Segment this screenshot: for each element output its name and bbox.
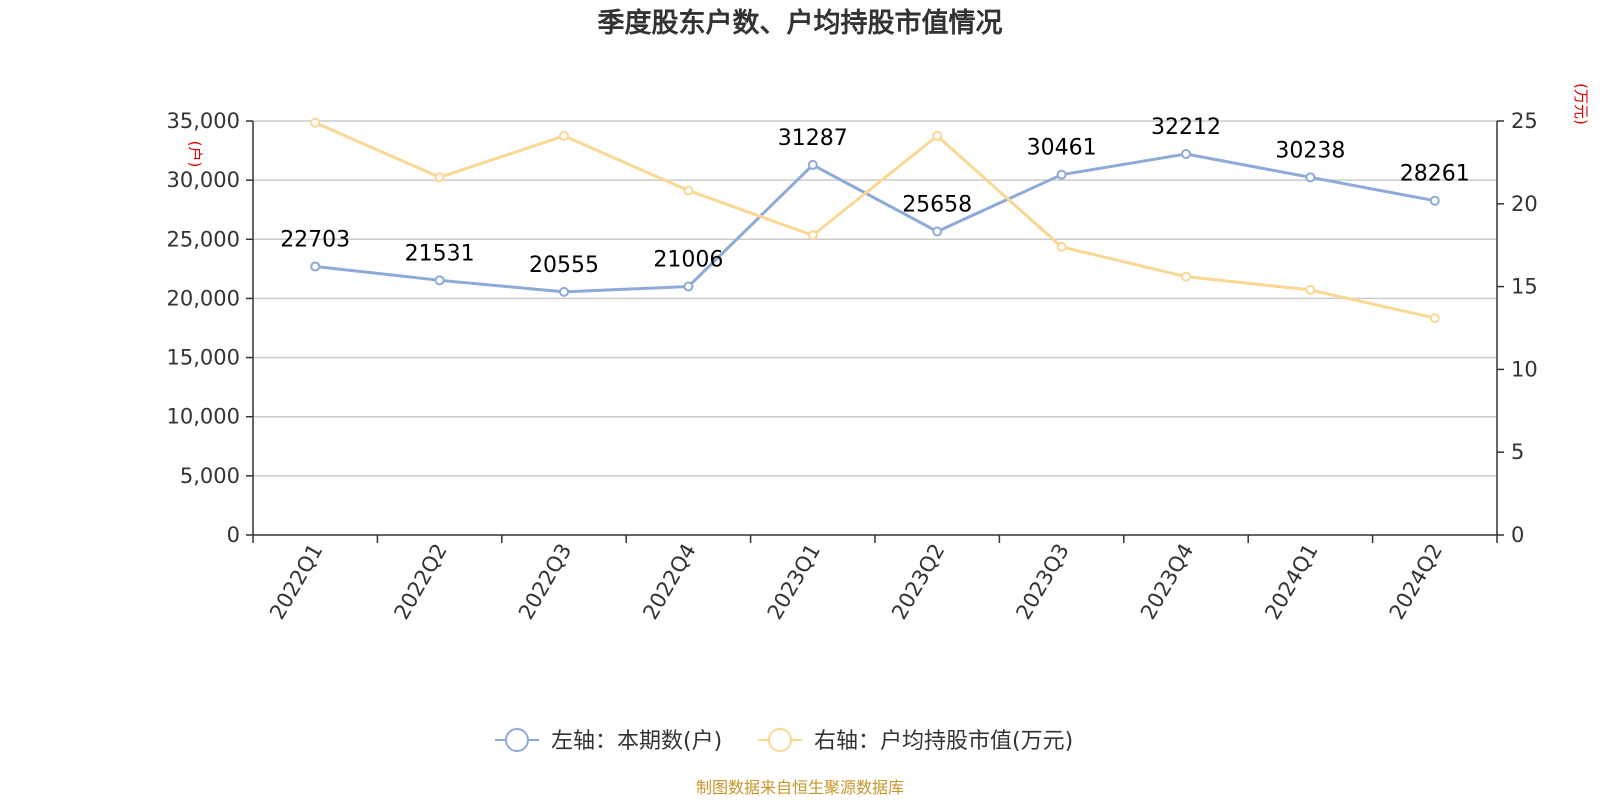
series-point-0[interactable]	[559, 286, 569, 297]
x-tick-label: 2023Q3	[1011, 540, 1073, 624]
series-point-1[interactable]	[807, 230, 818, 241]
series-point-0[interactable]	[1181, 148, 1191, 159]
series-point-1[interactable]	[559, 130, 569, 141]
legend-marker-households	[505, 728, 529, 752]
data-label: 31287	[778, 126, 848, 151]
data-label: 28261	[1400, 162, 1470, 187]
series-point-1[interactable]	[310, 117, 321, 128]
data-label: 21006	[653, 248, 723, 273]
legend-label-households: 左轴：本期数(户)	[551, 729, 722, 754]
data-label: 25658	[902, 193, 972, 218]
right-axis-ticks: 0 5 10 15 20 25	[1497, 109, 1538, 547]
series-point-1[interactable]	[1429, 313, 1440, 324]
axes	[252, 121, 1498, 536]
right-tick-label: 20	[1511, 192, 1538, 216]
x-axis-ticks: 2022Q1 2022Q2 2022Q3 2022Q4 2023Q1 2023Q2 2023…	[252, 535, 1498, 624]
x-tick-label: 2022Q4	[638, 540, 700, 624]
legend-item-households[interactable]: 左轴：本期数(户)	[495, 728, 722, 754]
series-point-1[interactable]	[1305, 284, 1316, 295]
series-point-1[interactable]	[1181, 271, 1191, 282]
series-point-0[interactable]	[310, 261, 321, 272]
series-line-1	[314, 121, 1436, 320]
legend[interactable]: 左轴：本期数(户) 右轴：户均持股市值(万元)	[495, 728, 1073, 754]
x-tick-label: 2024Q2	[1385, 540, 1447, 624]
legend-label-market-value: 右轴：户均持股市值(万元)	[814, 729, 1073, 754]
series-line-0	[315, 152, 1436, 294]
x-tick-label: 2022Q2	[389, 540, 451, 624]
left-tick-label: 5,000	[180, 464, 240, 488]
data-label: 32212	[1151, 115, 1221, 140]
data-labels: 22703 21531 20555 21006 31287 25658 30461 32212…	[280, 115, 1470, 278]
x-tick-label: 2023Q4	[1136, 540, 1198, 624]
x-tick-label: 2024Q1	[1260, 540, 1322, 624]
series-point-0[interactable]	[434, 275, 445, 286]
x-tick-label: 2022Q3	[514, 540, 576, 624]
series-point-1[interactable]	[932, 130, 943, 141]
series-point-0[interactable]	[1305, 172, 1316, 183]
series-point-0[interactable]	[683, 281, 694, 292]
right-tick-label: 10	[1511, 357, 1538, 381]
data-label: 22703	[280, 227, 350, 252]
left-tick-label: 20,000	[167, 286, 240, 310]
left-axis-ticks: 0 5,000 10,000 15,000 20,000 25,000 30,000 35,0…	[167, 109, 253, 547]
left-tick-label: 15,000	[167, 346, 240, 370]
legend-item-market-value[interactable]: 右轴：户均持股市值(万元)	[758, 728, 1073, 754]
chart-title: 季度股东户数、户均持股市值情况	[598, 7, 1003, 39]
right-tick-label: 15	[1511, 275, 1538, 299]
data-label: 21531	[405, 241, 475, 266]
legend-marker-market-value	[768, 728, 792, 752]
data-label: 30461	[1027, 136, 1097, 161]
right-tick-label: 25	[1511, 109, 1538, 133]
left-tick-label: 10,000	[167, 405, 240, 429]
source-note: 制图数据来自恒生聚源数据库	[696, 778, 904, 797]
left-tick-label: 35,000	[167, 109, 240, 133]
left-tick-label: 30,000	[167, 168, 240, 192]
data-label: 30238	[1275, 138, 1345, 163]
series-point-1[interactable]	[434, 172, 445, 183]
gridlines	[253, 120, 1497, 477]
series-point-0[interactable]	[1429, 195, 1440, 206]
series-point-0[interactable]	[932, 226, 943, 237]
data-label: 20555	[529, 253, 599, 278]
left-tick-label: 0	[227, 523, 240, 547]
left-axis-unit: (户)	[186, 141, 204, 168]
x-tick-label: 2023Q2	[887, 540, 949, 624]
right-tick-label: 0	[1511, 523, 1524, 547]
series-point-1[interactable]	[1056, 241, 1067, 252]
right-tick-label: 5	[1511, 440, 1524, 464]
right-axis-unit: (万元)	[1572, 83, 1590, 125]
x-tick-label: 2022Q1	[265, 540, 327, 624]
series-point-0[interactable]	[807, 159, 818, 170]
series-group	[310, 117, 1440, 324]
series-point-0[interactable]	[1056, 169, 1067, 180]
series-point-1[interactable]	[683, 185, 694, 196]
left-tick-label: 25,000	[167, 227, 240, 251]
x-tick-label: 2023Q1	[763, 540, 825, 624]
